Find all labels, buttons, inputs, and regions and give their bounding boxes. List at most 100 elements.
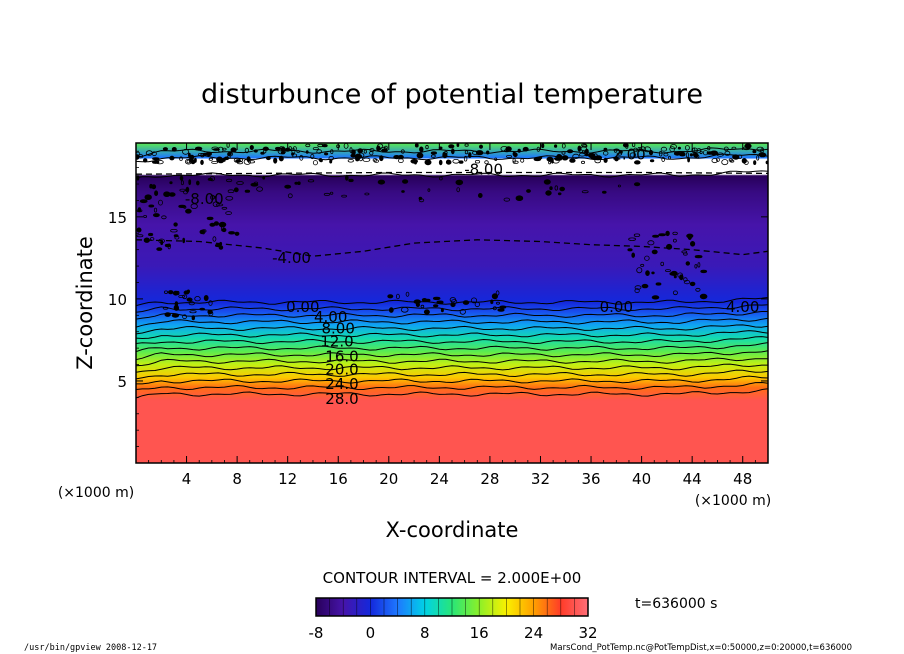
contour-noise-mark [296, 150, 301, 153]
contour-noise-mark [363, 149, 367, 154]
contour-noise-mark [151, 151, 157, 157]
x-tick-label: 20 [379, 470, 398, 488]
contour-noise-mark [497, 308, 505, 312]
contour-noise-mark [673, 275, 677, 279]
contour-line [136, 381, 768, 391]
contour-noise-mark [557, 192, 562, 196]
contour-noise-mark [222, 147, 227, 151]
contour-noise-mark [660, 261, 664, 267]
y-axis-unit: (×1000 m) [58, 485, 134, 501]
contour-noise-mark [227, 189, 235, 194]
contour-noise-mark [344, 174, 349, 181]
contour-noise-mark [401, 179, 409, 184]
contour-noise-mark [139, 199, 148, 204]
y-tick-label: 15 [108, 209, 127, 227]
contour-line [136, 330, 768, 340]
colorbar-tick-label: 16 [470, 624, 489, 642]
contour-noise-mark [185, 186, 190, 193]
contour-noise-mark [376, 145, 381, 152]
contour-noise-mark [193, 157, 197, 163]
contour-noise-mark [136, 175, 140, 181]
contour-noise-mark [341, 194, 348, 198]
contour-noise-mark [397, 154, 404, 160]
x-axis-label: X-coordinate [386, 518, 519, 542]
contour-noise-mark [164, 243, 171, 248]
contour-noise-mark [442, 152, 448, 159]
contour-noise-mark [652, 234, 660, 238]
contour-noise-mark [569, 158, 576, 163]
contour-label: 28.0 [325, 390, 358, 408]
contour-noise-mark [526, 189, 531, 193]
contour-noise-mark [369, 150, 374, 156]
contour-noise-mark [169, 155, 175, 161]
contour-noise-mark [167, 290, 174, 295]
contour-noise-mark [484, 160, 489, 165]
contour-noise-mark [170, 228, 178, 233]
y-tick-label: 10 [108, 291, 127, 309]
contour-noise-mark [197, 152, 205, 156]
contour-noise-mark [673, 238, 677, 243]
contour-label: 16.0 [325, 347, 358, 365]
contour-noise-mark [593, 153, 598, 158]
y-axis-ticks: 5 10 15 [108, 150, 768, 447]
contour-noise-mark [629, 152, 637, 158]
contour-noise-mark [205, 151, 212, 157]
contour-noise-mark [744, 143, 752, 149]
contour-noise-mark [430, 151, 437, 155]
contour-noise-mark [491, 293, 498, 300]
contour-noise-mark [752, 149, 757, 154]
y-axis-label: Z-coordinate [73, 236, 97, 370]
contour-noise-mark [685, 152, 689, 158]
contour-label: -8.00 [464, 160, 503, 178]
contour-noise-mark [641, 283, 649, 289]
contour-noise-mark [545, 190, 552, 196]
contour-noise-mark [427, 188, 431, 192]
contour-noise-mark [468, 152, 472, 158]
contour-noise-mark [161, 215, 167, 220]
contour-noise-mark [209, 175, 215, 182]
contour-noise-mark [203, 294, 209, 301]
contour-noise-mark [419, 146, 424, 153]
contour-noise-mark [222, 157, 226, 162]
contour-noise-mark [616, 152, 622, 156]
contour-noise-mark [350, 153, 357, 158]
contour-noise-mark [287, 193, 293, 199]
contour-noise-mark [445, 159, 452, 165]
contour-noise-mark [634, 288, 640, 294]
contour-noise-mark [439, 176, 443, 181]
contour-noise-mark [694, 255, 703, 259]
contour-noise-mark [464, 150, 469, 155]
contour-noise-mark [613, 149, 618, 153]
contour-noise-mark [691, 147, 698, 154]
contour-noise-mark [492, 306, 497, 311]
contour-noise-mark [732, 154, 739, 160]
contour-noise-mark [728, 158, 733, 162]
contour-noise-mark [416, 152, 424, 159]
contour-noise-mark [226, 178, 233, 183]
contour-noise-mark [645, 270, 650, 277]
contour-noise-mark [155, 159, 164, 165]
contour-noise-mark [227, 151, 232, 156]
contour-noise-mark [541, 143, 545, 149]
contour-noise-mark [169, 181, 173, 185]
contour-noise-mark [347, 159, 354, 163]
contour-noise-mark [348, 178, 354, 183]
contour-noise-mark [305, 143, 311, 148]
contour-noise-mark [456, 187, 461, 193]
contour-noise-mark [566, 149, 574, 154]
time-label: t=636000 s [635, 596, 717, 612]
contour-noise-mark [158, 199, 163, 206]
x-tick-label: 48 [733, 470, 752, 488]
contour-noise-mark [163, 191, 171, 198]
contour-noise-mark [189, 310, 197, 314]
contour-noise-mark [200, 159, 204, 165]
contour-noise-mark [164, 312, 171, 317]
contour-noise-mark [294, 181, 299, 185]
contour-noise-mark [151, 184, 157, 190]
dashed-contour [136, 239, 768, 257]
contour-noise-mark [633, 233, 641, 237]
x-tick-label: 36 [581, 470, 600, 488]
contour-noise-mark [463, 155, 468, 162]
contour-noise-mark [162, 147, 168, 151]
contour-noise-mark [625, 143, 629, 149]
